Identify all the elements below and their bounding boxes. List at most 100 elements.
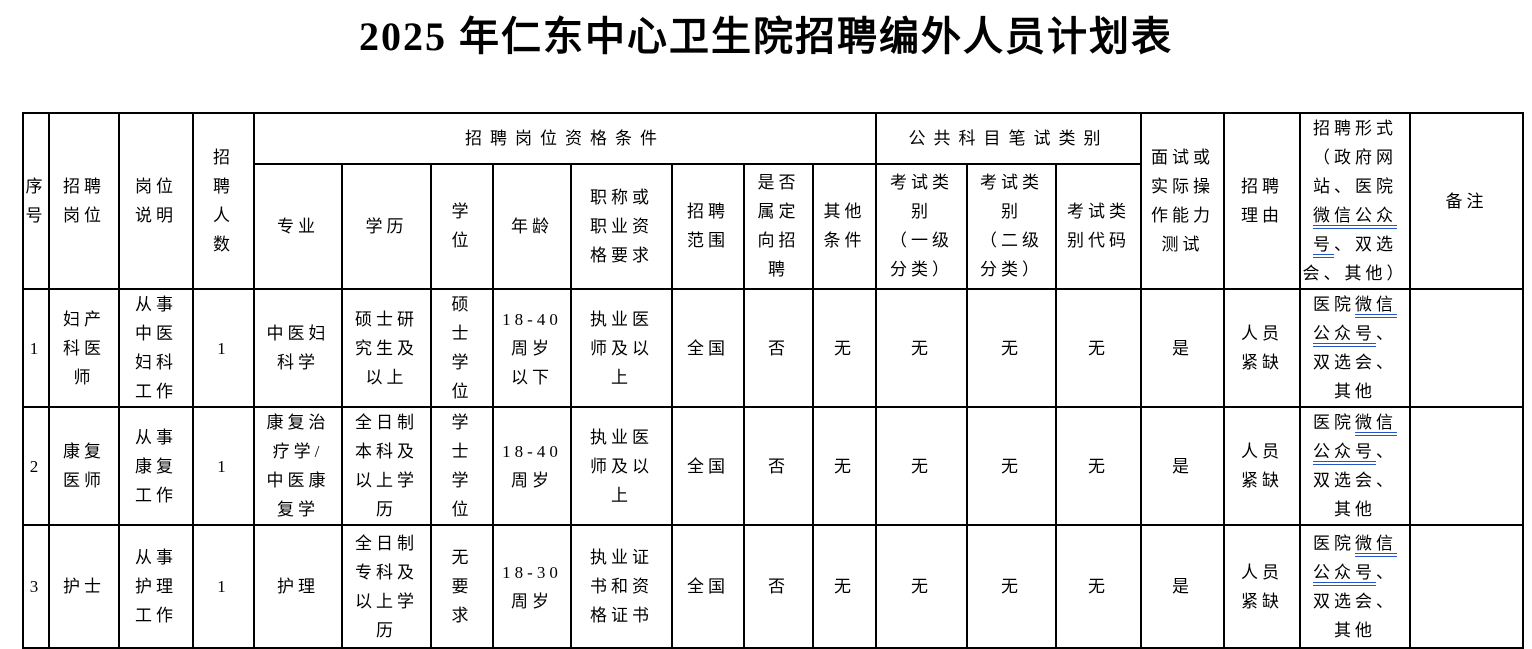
- cell-form: 医院微信公众号、双选会、其他: [1299, 288, 1412, 408]
- cell-cert: 执业医 师及以 上: [570, 406, 673, 526]
- cell-cert: 执业证 书和资 格证书: [570, 524, 673, 649]
- page-title: 2025 年仁东中心卫生院招聘编外人员计划表: [359, 14, 1173, 59]
- underlined-text: 公众号: [1313, 324, 1377, 347]
- text-segment: 其他: [1334, 382, 1377, 401]
- cell-reason: 人员 紧缺: [1223, 406, 1302, 526]
- cell-position: 护士: [48, 524, 120, 649]
- underlined-text: 公众号: [1313, 442, 1377, 465]
- header-position-desc: 岗位 说明: [118, 112, 194, 290]
- cell-targeted: 否: [743, 288, 814, 408]
- header-degree: 学 位: [430, 162, 494, 291]
- text-line: 医院微信: [1302, 409, 1408, 437]
- cell-remark: [1409, 406, 1525, 526]
- cell-position: 妇产 科医 师: [48, 288, 120, 408]
- cell-scope: 全国: [671, 524, 745, 649]
- cell-desc: 从事 护理 工作: [118, 524, 194, 649]
- text-line: 其他: [1302, 377, 1408, 405]
- cell-reason: 人员 紧缺: [1223, 288, 1302, 408]
- underlined-text: 微信公众: [1313, 206, 1398, 229]
- cell-count: 1: [192, 288, 255, 408]
- header-remark: 备注: [1409, 112, 1525, 290]
- text-segment: 、: [1376, 324, 1398, 343]
- text-segment: 其他: [1334, 620, 1377, 640]
- cell-count: 1: [192, 524, 255, 649]
- text-segment: 其他: [1334, 500, 1377, 519]
- header-education: 学历: [341, 162, 432, 291]
- text-segment: 招聘形式: [1313, 119, 1398, 138]
- cell-exam-code: 无: [1054, 406, 1143, 526]
- header-major: 专业: [253, 162, 343, 291]
- cell-targeted: 否: [743, 524, 814, 649]
- cell-exam-cat1: 无: [875, 524, 968, 649]
- text-line: 双选会、: [1302, 466, 1408, 495]
- cell-scope: 全国: [671, 288, 745, 408]
- text-line: 其他: [1302, 495, 1408, 523]
- text-segment: 双选会、: [1313, 471, 1398, 490]
- cell-age: 18-30 周岁: [492, 524, 572, 649]
- cell-seq: 2: [22, 406, 50, 526]
- text-segment: 会、其他）: [1302, 264, 1408, 283]
- text-line: （政府网: [1302, 143, 1408, 172]
- underlined-text: 微信: [1355, 533, 1398, 557]
- header-recruit-count: 招 聘 人 数: [192, 112, 255, 290]
- underlined-text: 微信: [1355, 295, 1398, 318]
- text-segment: 站、医院: [1313, 177, 1398, 196]
- text-line: 公众号、: [1302, 558, 1408, 587]
- header-recruit-position: 招聘 岗位: [48, 112, 120, 290]
- cell-exam-cat1: 无: [875, 406, 968, 526]
- text-segment: 双选会、: [1313, 591, 1398, 611]
- header-targeted: 是否 属定 向招 聘: [743, 162, 814, 291]
- text-segment: （政府网: [1313, 148, 1398, 167]
- table-row: 1 妇产 科医 师 从事 中医 妇科 工作 1 中医妇 科学 硕士研 究生及 以…: [22, 288, 1525, 408]
- recruitment-plan-table: 序 号 招聘 岗位 岗位 说明 招 聘 人 数 招聘岗位资格条件 公共科目笔试类…: [22, 112, 1525, 649]
- cell-education: 全日制 专科及 以上学 历: [341, 524, 432, 649]
- cell-targeted: 否: [743, 406, 814, 526]
- cell-degree: 硕 士 学 位: [430, 288, 494, 408]
- group-header-qualification: 招聘岗位资格条件: [253, 112, 877, 165]
- cell-count: 1: [192, 406, 255, 526]
- header-row-groups: 序 号 招聘 岗位 岗位 说明 招 聘 人 数 招聘岗位资格条件 公共科目笔试类…: [22, 112, 1525, 290]
- text-line: 其他: [1302, 616, 1408, 645]
- header-age: 年龄: [492, 162, 572, 291]
- cell-position: 康复 医师: [48, 406, 120, 526]
- text-segment: 双选会、: [1313, 353, 1398, 372]
- text-line: 站、医院: [1302, 172, 1408, 201]
- cell-desc: 从事 康复 工作: [118, 406, 194, 526]
- header-recruit-form: 招聘形式 （政府网 站、医院 微信公众 号、双选 会、其他）: [1299, 112, 1412, 290]
- header-exam-code: 考试类 别代码: [1054, 162, 1143, 291]
- underlined-text: 公众号: [1313, 562, 1377, 586]
- text-line: 公众号、: [1302, 437, 1408, 466]
- cell-interview: 是: [1140, 524, 1226, 649]
- cell-major: 康复治 疗学/ 中医康 复学: [253, 406, 343, 526]
- cell-desc: 从事 中医 妇科 工作: [118, 288, 194, 408]
- cell-other: 无: [812, 524, 877, 649]
- cell-major: 护理: [253, 524, 343, 649]
- header-title-cert: 职称或 职业资 格要求: [570, 162, 673, 291]
- cell-age: 18-40 周岁 以下: [492, 288, 572, 408]
- text-line: 微信公众: [1302, 201, 1408, 230]
- cell-remark: [1409, 288, 1525, 408]
- cell-exam-cat1: 无: [875, 288, 968, 408]
- cell-seq: 3: [22, 524, 50, 649]
- text-segment: 医院: [1313, 295, 1356, 314]
- cell-exam-code: 无: [1054, 524, 1143, 649]
- group-header-written-test: 公共科目笔试类别: [874, 112, 1143, 165]
- cell-exam-code: 无: [1054, 288, 1143, 408]
- header-exam-cat2: 考试类 别 （二级 分类）: [966, 162, 1057, 291]
- text-segment: 、: [1376, 562, 1398, 582]
- header-exam-cat1: 考试类 别 （一级 分类）: [875, 162, 968, 291]
- text-line: 医院微信: [1302, 291, 1408, 319]
- cell-remark: [1409, 524, 1525, 649]
- text-line: 会、其他）: [1302, 259, 1408, 287]
- cell-scope: 全国: [671, 406, 745, 526]
- text-line: 招聘形式: [1302, 115, 1408, 143]
- cell-other: 无: [812, 288, 877, 408]
- text-segment: 医院: [1313, 533, 1356, 553]
- cell-form: 医院微信 公众号、双选会、其他: [1299, 406, 1412, 526]
- header-interview-test: 面试或 实际操 作能力 测试: [1140, 112, 1226, 290]
- cell-degree: 学 士 学 位: [430, 406, 494, 526]
- cell-degree: 无 要 求: [430, 524, 494, 649]
- page: { "page": { "title": "2025 年仁东中心卫生院招聘编外人…: [22, 14, 1525, 649]
- header-recruit-scope: 招聘 范围: [671, 162, 745, 291]
- header-row-sub: 专业 学历 学 位 年龄 职称或 职业资 格要求 招聘 范围 是否 属定 向招 …: [23, 162, 1523, 291]
